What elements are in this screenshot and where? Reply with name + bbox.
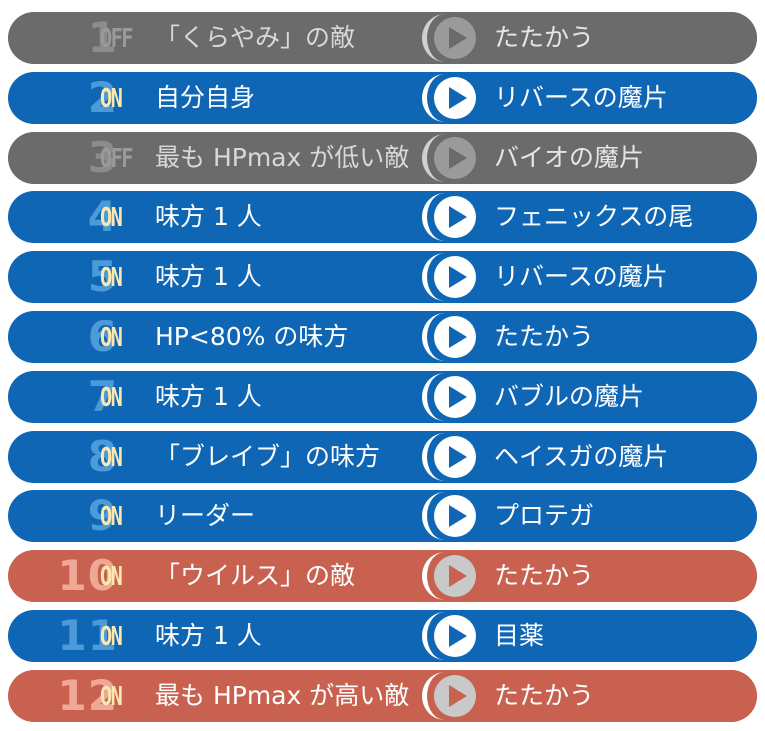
gambit-action-panel[interactable]: バブルの魔片 [422, 371, 757, 423]
gambit-condition[interactable]: リーダー [155, 501, 256, 530]
gambit-action[interactable]: プロテガ [494, 501, 595, 530]
gambit-action-panel[interactable]: プロテガ [422, 490, 757, 542]
gambit-condition[interactable]: 味方 1 人 [155, 262, 262, 291]
gambit-number: 12 [57, 671, 118, 720]
gambit-status-toggle[interactable]: ON [100, 84, 123, 114]
gambit-condition[interactable]: 「くらやみ」の敵 [155, 23, 356, 52]
gambit-status-toggle[interactable]: ON [100, 443, 123, 473]
gambit-number: 9 [87, 491, 118, 540]
gambit-status-toggle[interactable]: ON [100, 682, 123, 712]
gambit-row[interactable]: 2 ON 自分自身 リバースの魔片 [8, 72, 757, 124]
bracket-decoration [422, 433, 468, 481]
bracket-decoration [422, 74, 468, 122]
gambit-number: 1 [87, 13, 118, 62]
gambit-row[interactable]: 1 OFF 「くらやみ」の敵 たたかう [8, 12, 757, 64]
gambit-status-toggle[interactable]: ON [100, 263, 123, 293]
play-icon [434, 316, 476, 358]
gambit-row[interactable]: 12 ON 最も HPmax が高い敵 たたかう [8, 670, 757, 722]
bracket-decoration [422, 492, 468, 540]
bracket-decoration [422, 672, 468, 720]
gambit-action[interactable]: リバースの魔片 [494, 262, 668, 291]
gambit-action-panel[interactable]: バイオの魔片 [422, 132, 757, 184]
play-icon [434, 495, 476, 537]
gambit-action-panel[interactable]: 目薬 [422, 610, 757, 662]
gambit-status-toggle[interactable]: ON [100, 383, 123, 413]
gambit-row[interactable]: 9 ON リーダー プロテガ [8, 490, 757, 542]
gambit-number: 10 [57, 551, 118, 600]
gambit-number: 6 [87, 312, 118, 361]
gambit-action[interactable]: 目薬 [494, 621, 545, 650]
gambit-condition[interactable]: 味方 1 人 [155, 202, 262, 231]
gambit-action[interactable]: たたかう [494, 23, 595, 52]
gambit-number: 11 [57, 611, 118, 660]
bracket-decoration [422, 612, 468, 660]
gambit-condition[interactable]: 味方 1 人 [155, 382, 262, 411]
bracket-decoration [422, 193, 468, 241]
bracket-decoration [422, 14, 468, 62]
gambit-row[interactable]: 11 ON 味方 1 人 目薬 [8, 610, 757, 662]
gambit-action-panel[interactable]: たたかう [422, 550, 757, 602]
gambit-row[interactable]: 6 ON HP<80% の味方 たたかう [8, 311, 757, 363]
gambit-action-panel[interactable]: たたかう [422, 12, 757, 64]
gambit-action[interactable]: ヘイスガの魔片 [494, 442, 669, 471]
bracket-decoration [422, 313, 468, 361]
gambit-action[interactable]: たたかう [494, 322, 595, 351]
gambit-condition[interactable]: 「ブレイブ」の味方 [155, 442, 381, 471]
play-icon [434, 436, 476, 478]
gambit-number: 4 [87, 192, 118, 241]
gambit-status-toggle[interactable]: ON [100, 323, 123, 353]
gambit-condition[interactable]: 最も HPmax が低い敵 [155, 143, 410, 172]
bracket-decoration [422, 373, 468, 421]
gambit-status-toggle[interactable]: ON [100, 502, 123, 532]
gambit-number: 8 [87, 432, 118, 481]
gambit-action[interactable]: フェニックスの尾 [494, 202, 694, 231]
gambit-action[interactable]: バブルの魔片 [494, 382, 645, 411]
gambit-condition[interactable]: 「ウイルス」の敵 [155, 561, 356, 590]
play-icon [434, 137, 476, 179]
play-icon [434, 376, 476, 418]
gambit-action-panel[interactable]: たたかう [422, 311, 757, 363]
gambit-action-panel[interactable]: ヘイスガの魔片 [422, 431, 757, 483]
gambit-action[interactable]: バイオの魔片 [494, 143, 645, 172]
gambit-action[interactable]: たたかう [494, 681, 595, 710]
gambit-number: 2 [87, 73, 118, 122]
bracket-decoration [422, 253, 468, 301]
gambit-row[interactable]: 7 ON 味方 1 人 バブルの魔片 [8, 371, 757, 423]
gambit-condition[interactable]: HP<80% の味方 [155, 322, 349, 351]
gambit-status-toggle[interactable]: OFF [100, 24, 134, 54]
play-icon [434, 675, 476, 717]
gambit-number: 7 [87, 372, 118, 421]
play-icon [434, 17, 476, 59]
play-icon [434, 196, 476, 238]
gambit-action-panel[interactable]: フェニックスの尾 [422, 191, 757, 243]
gambit-row[interactable]: 8 ON 「ブレイブ」の味方 ヘイスガの魔片 [8, 431, 757, 483]
gambit-action[interactable]: たたかう [494, 561, 595, 590]
gambit-status-toggle[interactable]: ON [100, 622, 123, 652]
play-icon [434, 77, 476, 119]
gambit-row[interactable]: 10 ON 「ウイルス」の敵 たたかう [8, 550, 757, 602]
gambit-condition[interactable]: 最も HPmax が高い敵 [155, 681, 410, 710]
play-icon [434, 256, 476, 298]
gambit-action-panel[interactable]: リバースの魔片 [422, 72, 757, 124]
gambit-action[interactable]: リバースの魔片 [494, 83, 668, 112]
bracket-decoration [422, 552, 468, 600]
gambit-status-toggle[interactable]: OFF [100, 144, 134, 174]
gambit-row[interactable]: 3 OFF 最も HPmax が低い敵 バイオの魔片 [8, 132, 757, 184]
gambit-status-toggle[interactable]: ON [100, 203, 123, 233]
gambit-row[interactable]: 4 ON 味方 1 人 フェニックスの尾 [8, 191, 757, 243]
gambit-condition[interactable]: 味方 1 人 [155, 621, 262, 650]
gambit-number: 3 [87, 133, 118, 182]
gambit-status-toggle[interactable]: ON [100, 562, 123, 592]
gambit-number: 5 [87, 252, 118, 301]
bracket-decoration [422, 134, 468, 182]
gambit-action-panel[interactable]: リバースの魔片 [422, 251, 757, 303]
gambit-row[interactable]: 5 ON 味方 1 人 リバースの魔片 [8, 251, 757, 303]
play-icon [434, 615, 476, 657]
gambit-condition[interactable]: 自分自身 [155, 83, 256, 112]
gambit-action-panel[interactable]: たたかう [422, 670, 757, 722]
play-icon [434, 555, 476, 597]
